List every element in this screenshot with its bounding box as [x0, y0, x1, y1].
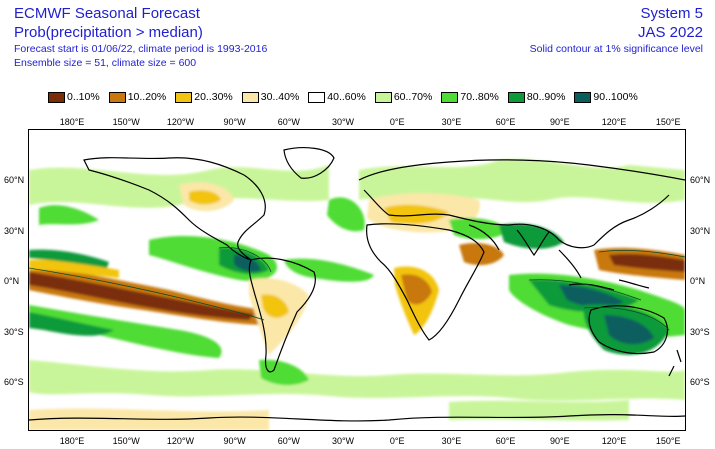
forecast-start-info: Forecast start is 01/06/22, climate peri…: [14, 43, 268, 55]
legend-item: 20..30%: [175, 90, 242, 104]
x-tick-label: 30°E: [441, 436, 462, 446]
x-tick-label: 30°W: [331, 117, 355, 127]
legend-label: 60..70%: [393, 91, 433, 103]
legend-swatch: [108, 91, 126, 103]
x-tick-label: 90°E: [549, 117, 570, 127]
system-label: System 5: [640, 5, 703, 22]
legend-item: 90..100%: [574, 90, 646, 104]
x-tick-label: 30°W: [331, 436, 355, 446]
legend-label: 0..10%: [67, 91, 100, 103]
legend-item: 60..70%: [374, 90, 442, 104]
x-tick-label: 60°W: [277, 117, 300, 127]
legend-item: 80..90%: [507, 90, 575, 104]
y-tick-label: 60°S: [4, 377, 24, 387]
legend-item: 10..20%: [108, 90, 176, 104]
legend-swatch: [48, 91, 65, 103]
legend-label: 40..60%: [327, 91, 366, 103]
x-tick-label: 60°E: [495, 117, 516, 127]
legend-swatch: [374, 91, 392, 103]
y-tick-label: 0°N: [690, 276, 706, 286]
x-tick-label: 150°E: [655, 436, 681, 446]
legend-label: 70..80%: [460, 91, 499, 103]
legend-label: 10..20%: [127, 91, 167, 103]
legend-swatch: [507, 91, 525, 103]
coastlines: [29, 147, 685, 422]
legend-swatch: [308, 91, 326, 103]
x-tick-label: 0°E: [389, 117, 405, 127]
y-tick-label: 0°N: [4, 276, 20, 286]
legend-item: 40..60%: [308, 90, 375, 104]
x-tick-label: 0°E: [389, 436, 405, 446]
x-tick-label: 90°W: [223, 436, 246, 446]
x-tick-label: 120°E: [601, 436, 627, 446]
x-tick-label: 150°W: [112, 436, 140, 446]
color-legend: 0..10% 10..20% 20..30% 30..40% 40..60% 60..70…: [48, 90, 647, 104]
legend-swatch: [441, 91, 459, 103]
significance-contours: [29, 247, 685, 331]
x-tick-label: 90°W: [223, 117, 246, 127]
x-tick-label: 30°E: [441, 117, 462, 127]
legend-label: 30..40%: [260, 91, 300, 103]
x-tick-label: 150°E: [655, 117, 681, 127]
legend-label: 80..90%: [526, 91, 566, 103]
x-tick-label: 120°W: [166, 436, 194, 446]
x-tick-label: 120°E: [601, 117, 627, 127]
legend-swatch: [241, 91, 259, 103]
x-tick-label: 150°W: [112, 117, 140, 127]
probability-map: [28, 129, 686, 431]
season-label: JAS 2022: [637, 24, 703, 41]
legend-item: 0..10%: [48, 90, 109, 104]
x-tick-label: 90°E: [549, 436, 570, 446]
chart-subtitle: Prob(precipitation > median): [14, 24, 203, 41]
y-tick-label: 60°N: [4, 175, 25, 185]
y-tick-label: 60°N: [690, 175, 711, 185]
x-tick-label: 60°E: [495, 436, 516, 446]
y-tick-label: 30°N: [690, 225, 711, 236]
legend-label: 20..30%: [194, 91, 233, 103]
x-tick-label: 180°E: [59, 117, 85, 127]
probability-fill-field: [29, 159, 685, 430]
y-tick-label: 30°S: [4, 326, 24, 337]
y-tick-label: 30°S: [690, 326, 710, 337]
significance-note: Solid contour at 1% significance level: [529, 43, 703, 55]
legend-swatch: [175, 91, 193, 103]
legend-item: 70..80%: [441, 90, 508, 104]
chart-title: ECMWF Seasonal Forecast: [14, 5, 200, 22]
legend-swatch: [574, 91, 592, 103]
x-tick-label: 180°E: [59, 436, 85, 446]
x-tick-label: 120°W: [166, 117, 194, 127]
legend-item: 30..40%: [241, 90, 309, 104]
legend-label: 90..100%: [593, 91, 638, 103]
y-tick-label: 30°N: [4, 225, 25, 236]
x-tick-label: 60°W: [277, 436, 300, 446]
y-tick-label: 60°S: [690, 377, 710, 387]
ensemble-size-info: Ensemble size = 51, climate size = 600: [14, 57, 197, 69]
